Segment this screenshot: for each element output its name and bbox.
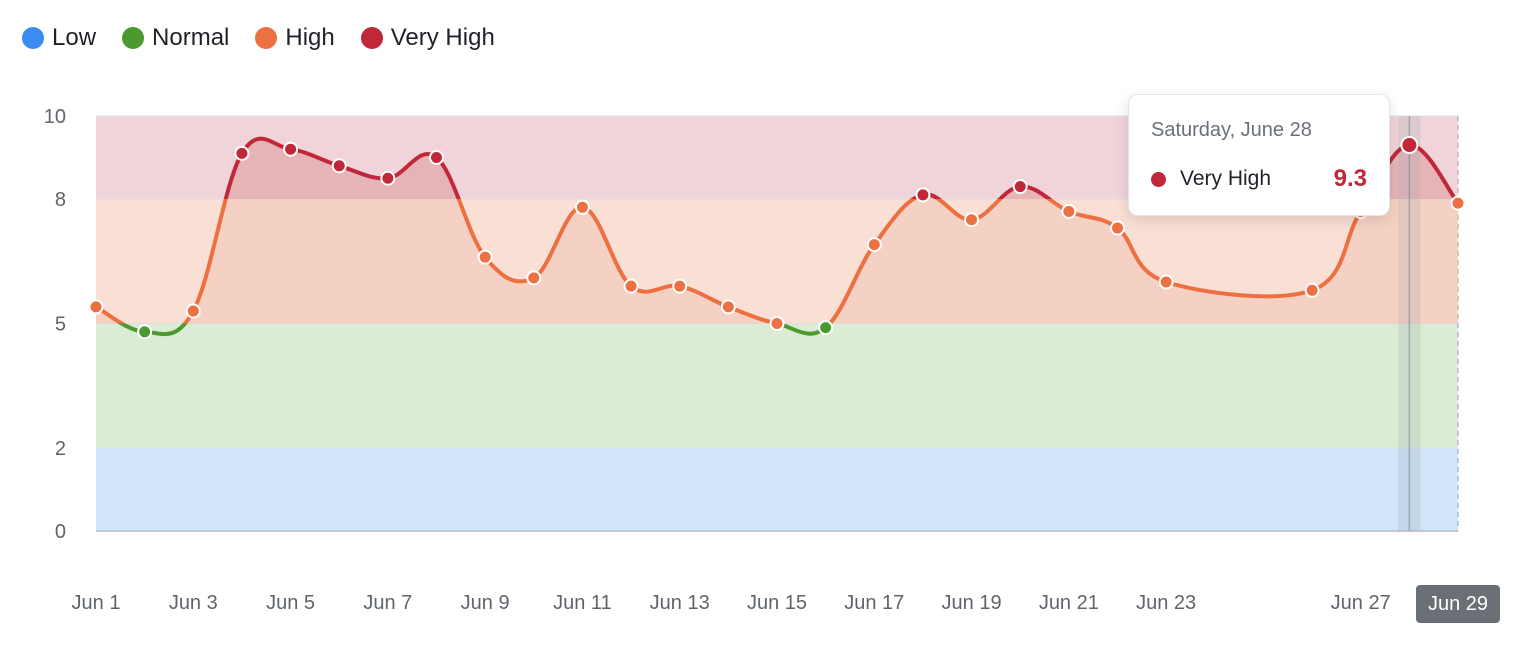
x-tick-label: Jun 9 bbox=[461, 592, 510, 614]
data-point-jun-1 bbox=[88, 299, 104, 315]
data-point-jun-9 bbox=[477, 249, 493, 265]
x-tick-label: Jun 17 bbox=[844, 592, 904, 614]
legend-label-very-high: Very High bbox=[390, 24, 495, 51]
data-point-jun-20 bbox=[1012, 179, 1028, 195]
data-point-jun-11 bbox=[574, 199, 590, 215]
x-tick-label: Jun 5 bbox=[266, 592, 315, 614]
data-point-jun-13 bbox=[672, 278, 688, 294]
legend-item-normal[interactable]: Normal bbox=[122, 24, 229, 52]
band-low bbox=[96, 448, 1458, 531]
data-point-jun-23 bbox=[1158, 274, 1174, 290]
data-point-jun-22 bbox=[1110, 220, 1125, 236]
data-point-jun-29 bbox=[1450, 195, 1466, 211]
tooltip-series-dot bbox=[1151, 171, 1166, 187]
x-tick-label: Jun 13 bbox=[650, 592, 710, 614]
data-point-jun-5 bbox=[283, 141, 299, 157]
x-tick-label: Jun 27 bbox=[1331, 592, 1391, 614]
data-point-jun-28 bbox=[1400, 136, 1419, 155]
data-point-jun-19 bbox=[964, 212, 980, 228]
x-tick-label: Jun 1 bbox=[72, 592, 121, 614]
data-point-jun-15 bbox=[769, 316, 785, 331]
y-tick-label: 5 bbox=[55, 314, 66, 336]
data-point-jun-12 bbox=[623, 278, 639, 294]
x-tick-label: Jun 11 bbox=[553, 592, 612, 614]
data-point-jun-2 bbox=[137, 324, 153, 340]
x-tick-label: Jun 23 bbox=[1136, 592, 1196, 614]
x-tick-label: Jun 3 bbox=[169, 592, 218, 614]
chart-legend: Low Normal High Very High bbox=[22, 24, 495, 52]
legend-dot-high bbox=[255, 27, 278, 49]
x-tick-active-bg bbox=[1416, 585, 1500, 623]
tooltip-row: Very High 9.3 bbox=[1151, 165, 1367, 193]
x-tick-label: Jun 15 bbox=[747, 592, 807, 614]
data-point-jun-6 bbox=[331, 158, 347, 174]
legend-dot-normal bbox=[122, 27, 145, 49]
legend-item-high[interactable]: High bbox=[255, 24, 335, 52]
tooltip-date: Saturday, June 28 bbox=[1151, 119, 1312, 141]
y-tick-label: 0 bbox=[55, 521, 66, 543]
data-point-jun-7 bbox=[380, 170, 396, 186]
legend-label-high: High bbox=[285, 24, 335, 51]
data-point-jun-14 bbox=[720, 299, 736, 315]
data-point-jun-4 bbox=[234, 145, 250, 161]
y-tick-label: 2 bbox=[55, 438, 66, 460]
x-tick-label-active: Jun 29 bbox=[1428, 593, 1488, 615]
legend-label-normal: Normal bbox=[152, 24, 230, 51]
y-tick-label: 8 bbox=[55, 189, 66, 211]
data-point-jun-8 bbox=[429, 150, 444, 165]
legend-label-low: Low bbox=[52, 24, 97, 51]
legend-dot-very-high bbox=[360, 27, 383, 49]
tooltip-series-label: Very High bbox=[1180, 167, 1272, 190]
data-point-jun-21 bbox=[1061, 203, 1077, 219]
data-point-jun-16 bbox=[818, 320, 834, 336]
data-point-jun-18 bbox=[915, 187, 931, 203]
chart-tooltip: Saturday, June 28 Very High 9.3 bbox=[1128, 94, 1390, 216]
data-point-jun-17 bbox=[866, 237, 882, 253]
band-normal bbox=[96, 323, 1458, 448]
tooltip-value: 9.3 bbox=[1333, 165, 1367, 192]
x-tick-label: Jun 21 bbox=[1039, 592, 1099, 614]
data-point-jun-26 bbox=[1304, 282, 1320, 298]
x-tick-label: Jun 19 bbox=[942, 592, 1002, 614]
area-fill-very-high bbox=[225, 138, 1456, 199]
legend-item-very-high[interactable]: Very High bbox=[360, 24, 495, 52]
x-tick-label: Jun 7 bbox=[363, 592, 412, 614]
legend-dot-low bbox=[22, 27, 44, 49]
y-tick-label: 10 bbox=[44, 106, 66, 128]
legend-item-low[interactable]: Low bbox=[22, 24, 96, 52]
data-point-jun-10 bbox=[526, 270, 542, 286]
data-point-jun-3 bbox=[185, 303, 201, 319]
